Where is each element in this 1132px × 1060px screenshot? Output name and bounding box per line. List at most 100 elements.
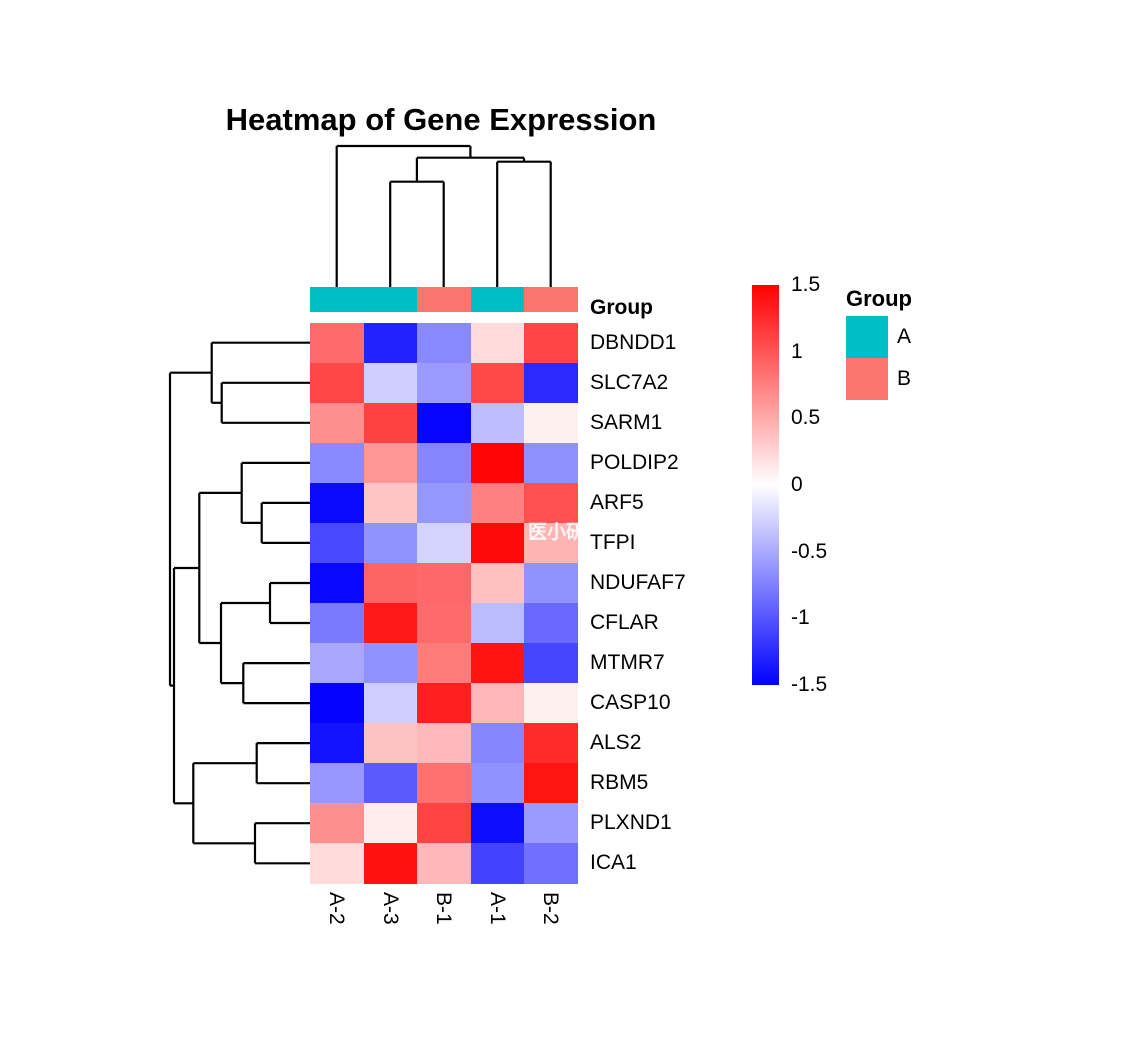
heatmap-cell-MTMR7-B-1 — [417, 643, 471, 684]
row-label-POLDIP2: POLDIP2 — [590, 450, 679, 474]
heatmap-cell-TFPI-A-3 — [363, 522, 418, 564]
column-label-B-1: B-1 — [432, 892, 456, 925]
heatmap-cell-CFLAR-A-2 — [310, 603, 364, 644]
heatmap-cell-CFLAR-A-3 — [363, 603, 418, 644]
heatmap-cell-ARF5-A-3 — [363, 482, 418, 524]
row-label-CFLAR: CFLAR — [590, 611, 659, 635]
annotation-segment-B-1 — [417, 287, 471, 312]
heatmap-cell-POLDIP2-B-2 — [524, 442, 578, 484]
heatmap-cell-ICA1-A-2 — [310, 843, 364, 884]
heatmap-cell-ARF5-B-2 — [524, 482, 578, 524]
heatmap-cell-SLC7A2-B-2 — [524, 362, 578, 404]
column-label-A-3: A-3 — [378, 892, 402, 925]
colorbar-tick-label: -1.5 — [791, 673, 828, 696]
heatmap-cell-TFPI-B-2 — [524, 522, 578, 564]
heatmap-cell-ARF5-A-2 — [310, 482, 364, 524]
heatmap-cell-CASP10-A-2 — [310, 683, 364, 724]
heatmap-cell-POLDIP2-A-3 — [363, 442, 418, 484]
heatmap-cell-ALS2-A-3 — [363, 723, 418, 764]
heatmap-cell-MTMR7-B-2 — [524, 643, 578, 684]
colorbar-tick-label: -1 — [791, 606, 810, 630]
heatmap-cell-RBM5-A-2 — [310, 763, 364, 804]
watermark-text: 医小研 — [528, 522, 586, 543]
heatmap-cell-ARF5-B-1 — [417, 482, 471, 524]
row-label-DBNDD1: DBNDD1 — [590, 330, 677, 354]
heatmap-cell-ALS2-A-1 — [470, 723, 525, 764]
row-label-SLC7A2: SLC7A2 — [590, 370, 669, 394]
heatmap-cell-SLC7A2-A-3 — [363, 362, 418, 404]
heatmap-cell-ALS2-B-2 — [524, 723, 578, 764]
heatmap-grid — [310, 322, 578, 884]
heatmap-cell-DBNDD1-A-3 — [363, 322, 418, 364]
heatmap-cell-NDUFAF7-B-1 — [417, 562, 471, 604]
heatmap-cell-ICA1-A-3 — [363, 843, 418, 884]
heatmap-cell-CASP10-A-1 — [470, 683, 525, 724]
heatmap-cell-PLXND1-A-1 — [470, 803, 525, 844]
legend-swatch-B — [846, 358, 888, 400]
heatmap-cell-SLC7A2-A-1 — [470, 362, 525, 404]
row-label-TFPI: TFPI — [590, 530, 636, 554]
row-label-RBM5: RBM5 — [590, 771, 649, 795]
heatmap-cell-TFPI-A-1 — [470, 522, 525, 564]
row-label-PLXND1: PLXND1 — [590, 811, 672, 835]
colorbar-tick-label: 1 — [791, 339, 803, 363]
heatmap-cell-TFPI-A-2 — [310, 522, 364, 564]
annotation-segment-A-1 — [470, 287, 525, 312]
colorbar-tick-label: 0 — [791, 473, 803, 496]
heatmap-cell-POLDIP2-A-2 — [310, 442, 364, 484]
heatmap-cell-MTMR7-A-1 — [470, 643, 525, 684]
row-label-ALS2: ALS2 — [590, 731, 642, 755]
row-label-SARM1: SARM1 — [590, 410, 663, 434]
legend-title: Group — [846, 286, 912, 311]
colorbar-tick-label: 0.5 — [791, 406, 821, 430]
row-label-ARF5: ARF5 — [590, 490, 644, 514]
heatmap-cell-DBNDD1-B-2 — [524, 322, 578, 364]
heatmap-cell-POLDIP2-A-1 — [470, 442, 525, 484]
heatmap-cell-SARM1-B-1 — [417, 402, 471, 444]
colorbar — [752, 285, 779, 685]
colorbar-tick-label: 1.5 — [791, 273, 821, 296]
heatmap-cell-DBNDD1-A-1 — [470, 322, 525, 364]
heatmap-cell-SARM1-A-1 — [470, 402, 525, 444]
heatmap-cell-PLXND1-A-3 — [363, 803, 418, 844]
heatmap-cell-ALS2-A-2 — [310, 723, 364, 764]
legend-label-B: B — [897, 367, 912, 390]
heatmap-cell-NDUFAF7-A-2 — [310, 562, 364, 604]
column-label-A-2: A-2 — [325, 892, 349, 925]
heatmap-cell-POLDIP2-B-1 — [417, 442, 471, 484]
legend-swatch-A — [846, 316, 888, 358]
row-label-ICA1: ICA1 — [590, 851, 637, 875]
heatmap-cell-DBNDD1-B-1 — [417, 322, 471, 364]
heatmap-cell-SARM1-A-3 — [363, 402, 418, 444]
chart-title: Heatmap of Gene Expression — [225, 102, 657, 137]
heatmap-cell-ICA1-B-2 — [524, 843, 578, 884]
heatmap-cell-ARF5-A-1 — [470, 482, 525, 524]
heatmap-cell-ICA1-A-1 — [470, 843, 525, 884]
heatmap-cell-RBM5-B-1 — [417, 763, 471, 804]
heatmap-cell-ALS2-B-1 — [417, 723, 471, 764]
heatmap-cell-NDUFAF7-A-3 — [363, 562, 418, 604]
heatmap-cell-PLXND1-B-2 — [524, 803, 578, 844]
row-label-MTMR7: MTMR7 — [590, 651, 665, 675]
annotation-segment-A-2 — [310, 287, 364, 312]
heatmap-cell-CASP10-B-2 — [524, 683, 578, 724]
annotation-segment-A-3 — [363, 287, 418, 312]
heatmap-cell-PLXND1-B-1 — [417, 803, 471, 844]
heatmap-cell-SLC7A2-A-2 — [310, 362, 364, 404]
heatmap-cell-SARM1-A-2 — [310, 402, 364, 444]
heatmap-cell-RBM5-A-3 — [363, 763, 418, 804]
heatmap-cell-DBNDD1-A-2 — [310, 322, 364, 364]
annotation-track-label: Group — [590, 296, 653, 319]
heatmap-cell-CFLAR-B-1 — [417, 603, 471, 644]
heatmap-cell-MTMR7-A-3 — [363, 643, 418, 684]
row-label-NDUFAF7: NDUFAF7 — [590, 571, 686, 595]
heatmap-cell-CFLAR-A-1 — [470, 603, 525, 644]
row-label-CASP10: CASP10 — [590, 691, 671, 715]
legend-label-A: A — [897, 325, 912, 348]
heatmap-cell-SLC7A2-B-1 — [417, 362, 471, 404]
column-label-B-2: B-2 — [539, 892, 563, 925]
heatmap-cell-MTMR7-A-2 — [310, 643, 364, 684]
heatmap-cell-NDUFAF7-A-1 — [470, 562, 525, 604]
heatmap-cell-CASP10-A-3 — [363, 683, 418, 724]
